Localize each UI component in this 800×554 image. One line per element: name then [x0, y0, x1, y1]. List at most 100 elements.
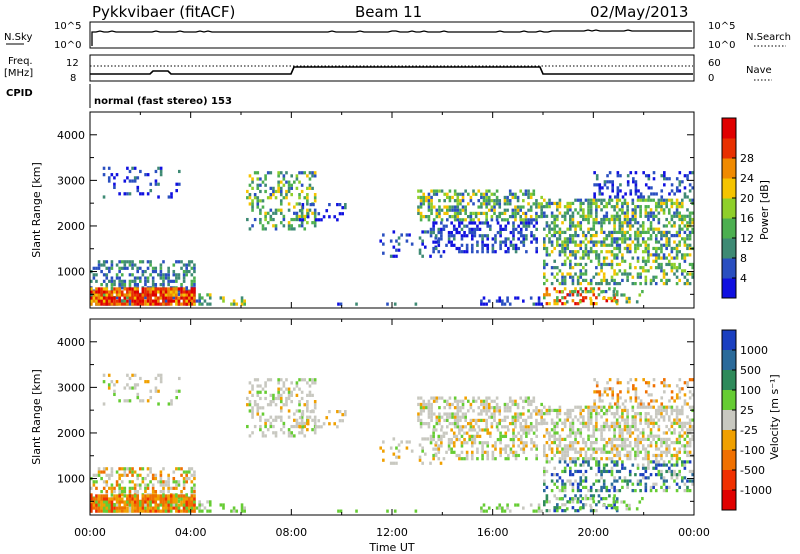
- power-cell: [266, 196, 270, 200]
- velocity-cell: [639, 418, 642, 422]
- velocity-cell: [579, 469, 583, 474]
- velocity-cell: [190, 473, 194, 477]
- velocity-cell: [164, 480, 168, 484]
- power-cell: [251, 208, 254, 212]
- velocity-cell: [553, 428, 557, 432]
- power-cell: [486, 237, 490, 241]
- power-cell: [445, 224, 448, 228]
- power-cell: [621, 278, 624, 283]
- time-tick-label: 20:00: [577, 526, 609, 539]
- velocity-cell: [277, 390, 280, 394]
- power-cell: [569, 272, 572, 276]
- power-cell: [514, 246, 518, 251]
- velocity-cell: [670, 421, 674, 425]
- velocity-cell: [503, 409, 507, 413]
- velocity-cell: [419, 412, 423, 416]
- velocity-cell: [660, 463, 663, 467]
- colorbar-segment: [722, 430, 736, 451]
- power-cell: [455, 246, 459, 251]
- velocity-cell: [543, 473, 546, 477]
- velocity-cell: [397, 449, 401, 453]
- velocity-cell: [649, 421, 653, 425]
- power-cell: [389, 239, 393, 243]
- power-cell: [678, 262, 681, 267]
- power-cell: [571, 240, 575, 244]
- power-cell: [95, 293, 98, 297]
- velocity-cell: [120, 509, 124, 513]
- velocity-cell: [652, 405, 655, 409]
- velocity-cell: [662, 418, 666, 422]
- velocity-cell: [522, 444, 526, 448]
- velocity-cell: [123, 494, 127, 498]
- velocity-cell: [675, 460, 679, 464]
- power-cell: [569, 234, 572, 238]
- power-cell: [634, 192, 638, 196]
- velocity-cell: [279, 418, 283, 422]
- power-cell: [219, 296, 223, 300]
- power-cell: [418, 248, 422, 252]
- power-cell: [680, 253, 684, 257]
- power-cell: [545, 262, 549, 267]
- power-cell: [123, 266, 127, 270]
- velocity-cell: [550, 408, 554, 413]
- power-cell: [504, 237, 508, 241]
- velocity-cell: [490, 425, 494, 429]
- velocity-cell: [637, 402, 640, 406]
- velocity-cell: [311, 428, 314, 432]
- power-cell: [550, 250, 554, 254]
- velocity-cell: [579, 415, 583, 419]
- velocity-cell: [563, 503, 567, 507]
- velocity-cell: [654, 463, 658, 467]
- velocity-cell: [584, 460, 588, 464]
- power-cell: [123, 279, 127, 283]
- power-cell: [131, 299, 134, 303]
- velocity-cell: [476, 447, 479, 451]
- velocity-cell: [282, 421, 286, 426]
- power-cell: [644, 198, 648, 202]
- velocity-cell: [100, 506, 103, 510]
- velocity-cell: [198, 503, 201, 507]
- power-cell: [522, 224, 526, 228]
- velocity-cell: [597, 489, 601, 493]
- power-cell: [579, 198, 583, 202]
- power-cell: [113, 296, 116, 300]
- velocity-cell: [663, 378, 666, 382]
- power-cell: [421, 242, 424, 246]
- power-cell: [553, 287, 557, 291]
- power-cell: [259, 199, 262, 203]
- power-cell: [472, 218, 475, 222]
- power-cell: [157, 166, 160, 170]
- velocity-cell: [688, 421, 692, 425]
- cpid-text: normal (fast stereo) 153: [94, 96, 232, 107]
- velocity-cell: [128, 376, 132, 381]
- velocity-cell: [151, 483, 155, 487]
- velocity-cell: [120, 489, 124, 494]
- power-cell: [141, 260, 145, 264]
- velocity-cell: [105, 509, 109, 513]
- velocity-cell: [182, 506, 186, 510]
- velocity-cell: [461, 402, 465, 407]
- colorbar-segment: [722, 410, 736, 431]
- power-cell: [529, 195, 533, 200]
- velocity-cell: [662, 489, 666, 493]
- power-cell: [458, 221, 461, 225]
- colorbar-segment: [722, 330, 736, 351]
- power-cell: [602, 272, 606, 276]
- power-cell: [587, 253, 590, 257]
- power-cell: [499, 224, 502, 228]
- velocity-cell: [610, 447, 614, 451]
- power-cell: [543, 296, 546, 300]
- power-cell: [138, 299, 142, 303]
- power-cell: [641, 227, 645, 231]
- power-cell: [636, 198, 640, 202]
- velocity-cell: [652, 453, 655, 458]
- power-cell: [405, 233, 409, 237]
- power-cell: [417, 189, 420, 193]
- power-cell: [193, 302, 196, 306]
- velocity-cell: [628, 503, 631, 508]
- power-cell: [601, 186, 604, 190]
- velocity-cell: [185, 503, 188, 507]
- velocity-cells: [90, 373, 695, 513]
- power-cell: [306, 212, 310, 216]
